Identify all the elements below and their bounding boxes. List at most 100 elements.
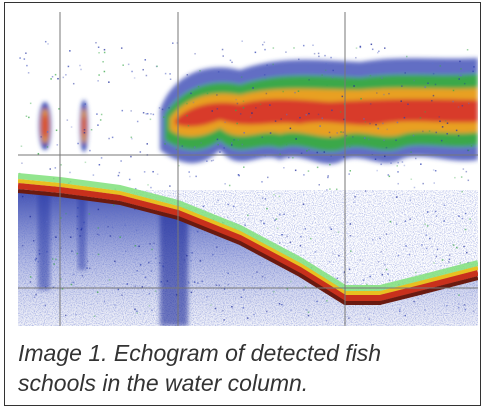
noise-dot — [81, 275, 84, 277]
noise-dot — [80, 228, 83, 231]
noise-dot — [87, 260, 89, 262]
noise-dot — [330, 155, 332, 157]
noise-dot — [367, 138, 370, 141]
noise-dot — [435, 131, 438, 134]
noise-dot — [128, 178, 131, 181]
noise-dot — [136, 269, 138, 272]
noise-dot — [337, 231, 340, 233]
noise-dot — [35, 293, 37, 296]
noise-dot — [98, 51, 100, 54]
noise-dot — [226, 216, 229, 218]
noise-dot — [449, 67, 452, 69]
noise-dot — [65, 74, 67, 76]
noise-dot — [359, 45, 362, 48]
noise-dot — [324, 69, 327, 72]
noise-dot — [426, 225, 429, 227]
noise-dot — [58, 108, 60, 110]
noise-dot — [133, 77, 136, 79]
noise-dot — [396, 196, 398, 198]
noise-dot — [316, 300, 318, 303]
noise-dot — [306, 150, 308, 152]
noise-dot — [21, 244, 24, 247]
noise-dot — [422, 182, 424, 185]
noise-dot — [188, 171, 190, 173]
noise-dot — [452, 100, 454, 103]
noise-dot — [37, 261, 40, 263]
noise-dot — [456, 246, 458, 249]
noise-dot — [283, 213, 285, 216]
noise-dot — [461, 104, 464, 107]
noise-dot — [47, 43, 49, 45]
noise-dot — [355, 47, 358, 49]
noise-dot — [377, 261, 380, 263]
noise-dot — [79, 235, 81, 237]
noise-dot — [331, 109, 333, 112]
noise-dot — [90, 129, 93, 131]
noise-dot — [377, 127, 379, 130]
noise-dot — [46, 250, 48, 253]
noise-dot — [21, 162, 23, 164]
noise-dot — [446, 132, 448, 135]
noise-dot — [186, 114, 188, 117]
noise-dot — [305, 114, 307, 116]
noise-dot — [382, 122, 384, 125]
noise-dot — [107, 225, 109, 228]
noise-dot — [385, 146, 388, 149]
noise-dot — [153, 242, 155, 245]
noise-dot — [269, 104, 271, 106]
noise-dot — [388, 279, 391, 282]
noise-dot — [178, 164, 180, 167]
noise-dot — [326, 300, 328, 302]
noise-dot — [279, 153, 281, 156]
noise-dot — [117, 174, 120, 177]
noise-dot — [195, 175, 197, 178]
noise-dot — [237, 139, 240, 141]
noise-dot — [70, 126, 73, 128]
noise-dot — [242, 107, 245, 109]
noise-dot — [50, 238, 52, 241]
noise-dot — [191, 252, 194, 254]
noise-dot — [150, 270, 153, 272]
noise-dot — [190, 259, 192, 262]
noise-dot — [405, 245, 407, 247]
noise-dot — [299, 244, 302, 247]
noise-dot — [472, 70, 474, 73]
noise-dot — [298, 58, 300, 61]
noise-dot — [206, 92, 209, 95]
noise-dot — [421, 294, 423, 296]
noise-dot — [349, 234, 352, 237]
noise-dot — [456, 151, 458, 153]
noise-dot — [40, 136, 42, 138]
noise-dot — [200, 142, 202, 144]
noise-dot — [272, 47, 275, 49]
noise-dot — [186, 254, 188, 257]
noise-dot — [364, 121, 367, 123]
noise-dot — [72, 82, 75, 85]
noise-dot — [460, 176, 463, 178]
noise-dot — [139, 151, 142, 153]
noise-dot — [278, 242, 281, 244]
noise-dot — [145, 74, 148, 77]
noise-dot — [369, 122, 371, 125]
noise-dot — [292, 156, 294, 159]
noise-dot — [355, 56, 357, 59]
noise-dot — [396, 165, 399, 167]
noise-dot — [383, 139, 385, 142]
noise-dot — [149, 118, 152, 121]
noise-dot — [466, 251, 468, 254]
noise-dot — [463, 245, 465, 248]
noise-dot — [272, 63, 274, 66]
noise-dot — [264, 277, 266, 279]
noise-dot — [336, 132, 338, 134]
noise-dot — [224, 183, 226, 185]
noise-dot — [221, 48, 224, 51]
noise-dot — [46, 131, 49, 133]
noise-dot — [403, 164, 406, 167]
noise-dot — [225, 248, 227, 251]
noise-dot — [388, 175, 391, 178]
noise-dot — [274, 120, 277, 122]
noise-dot — [448, 254, 451, 256]
noise-dot — [124, 250, 127, 252]
noise-dot — [266, 207, 268, 210]
noise-dot — [242, 307, 244, 309]
